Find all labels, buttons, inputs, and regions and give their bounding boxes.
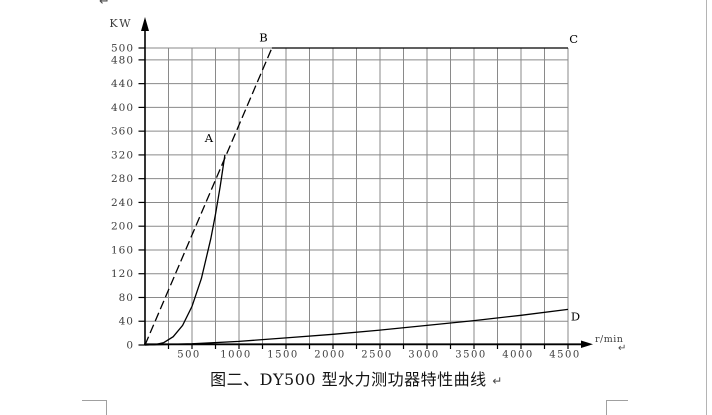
- y-tick-label: 200: [111, 221, 134, 233]
- figure-caption: 图二、DY500 型水力测功器特性曲线 ↵: [145, 366, 568, 390]
- x-tick-label: 2000: [314, 350, 345, 361]
- curve-label-D: D: [571, 310, 580, 324]
- paragraph-mark-icon: ↵: [99, 0, 110, 9]
- y-tick-label: 0: [126, 340, 134, 352]
- text-boundary-mark-left: [106, 400, 107, 415]
- y-tick-label: 440: [111, 78, 134, 90]
- y-tick-label: 400: [111, 102, 134, 114]
- curve-label-B: B: [259, 30, 267, 44]
- curve-label-A: A: [204, 131, 214, 145]
- text-boundary-mark-right: [606, 400, 607, 415]
- text-boundary-mark-right: [606, 400, 628, 401]
- text-boundary-mark-left: [82, 400, 107, 401]
- x-tick-label: 4000: [502, 350, 533, 361]
- y-tick-label: 480: [111, 54, 134, 66]
- paragraph-mark-icon: ↵: [492, 374, 503, 388]
- x-tick-label: 3500: [455, 350, 486, 361]
- y-tick-label: 500: [111, 43, 134, 55]
- x-axis-arrow-icon: [581, 340, 593, 348]
- x-tick-label: 1500: [267, 350, 298, 361]
- page-edge-line: [706, 0, 707, 415]
- y-tick-label: 320: [111, 149, 134, 161]
- series-B-curve: [144, 47, 273, 346]
- y-tick-label: 240: [111, 197, 134, 209]
- y-tick-label: 360: [111, 126, 134, 138]
- x-tick-label: 2500: [361, 350, 392, 361]
- y-axis-arrow-icon: [141, 17, 149, 31]
- curve-label-C: C: [569, 32, 578, 46]
- x-tick-label: 4500: [549, 350, 580, 361]
- y-tick-label: 160: [111, 244, 134, 256]
- paragraph-mark-icon: ↵: [618, 343, 627, 354]
- y-tick-label: 40: [119, 316, 134, 328]
- x-tick-label: 1000: [220, 350, 251, 361]
- y-axis-title: KW: [109, 17, 132, 30]
- y-tick-label: 120: [111, 268, 134, 280]
- x-axis-title: r/min: [595, 334, 623, 345]
- series-D-curve: [144, 308, 569, 346]
- y-tick-label: 80: [119, 292, 134, 304]
- series-A-curve: [144, 154, 226, 346]
- x-tick-label: 3000: [408, 350, 439, 361]
- y-tick-label: 280: [111, 173, 134, 185]
- x-tick-label: 500: [177, 350, 201, 361]
- figure-caption-text: 图二、DY500 型水力测功器特性曲线: [210, 370, 487, 389]
